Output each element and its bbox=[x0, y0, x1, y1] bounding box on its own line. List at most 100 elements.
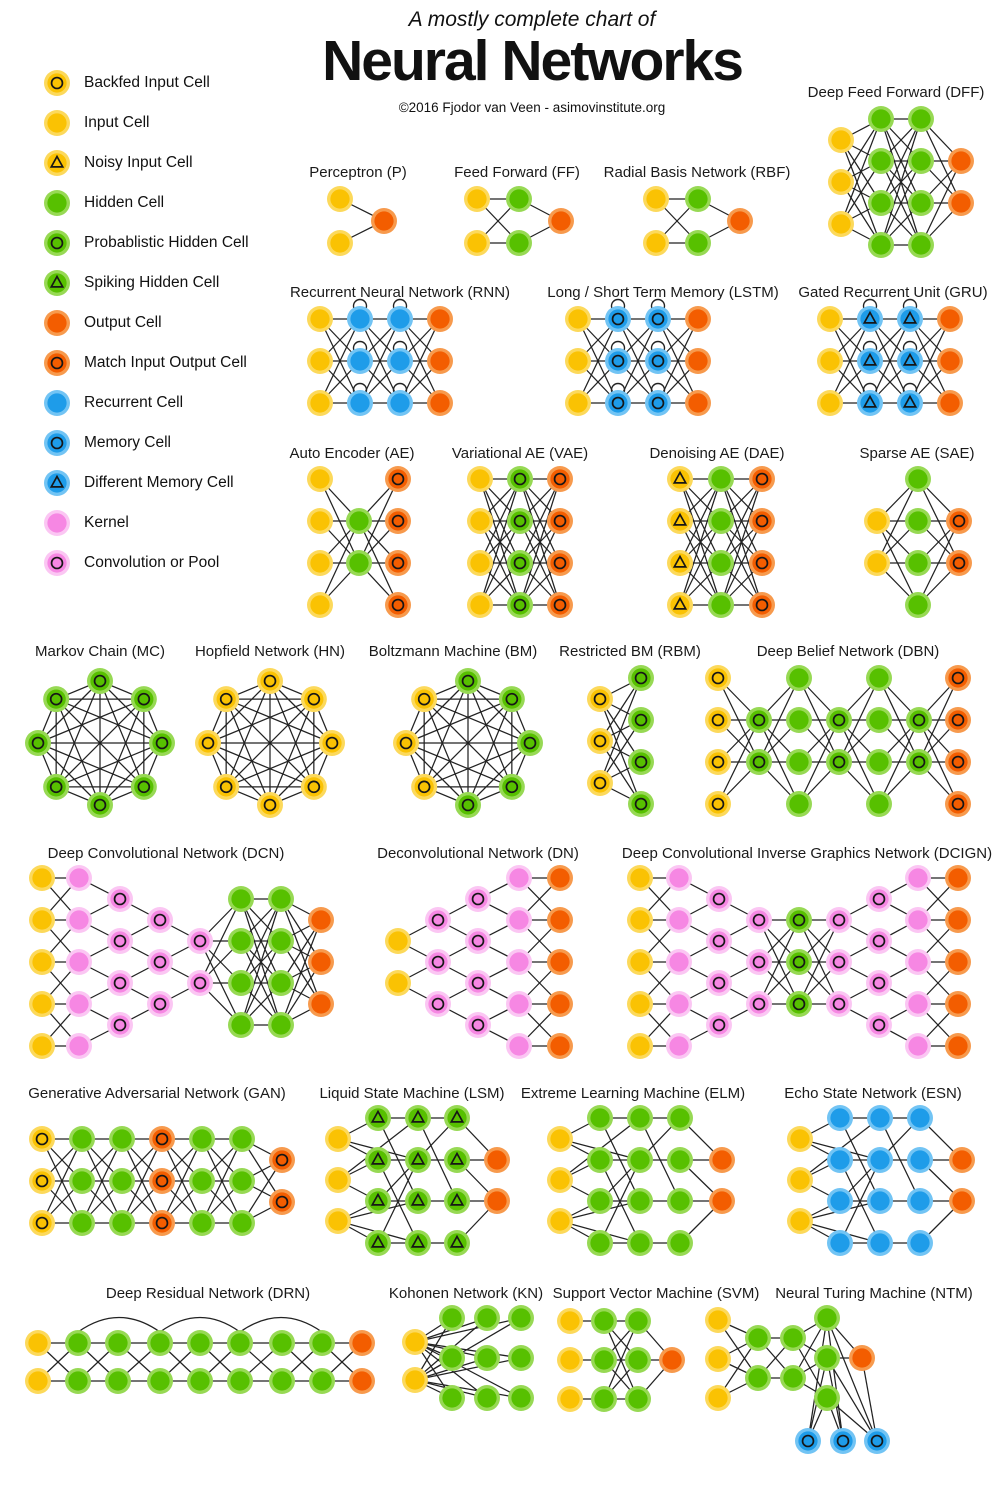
connection-line bbox=[807, 1317, 828, 1442]
connection-line bbox=[319, 318, 361, 404]
legend-label: Input Cell bbox=[84, 114, 150, 131]
network-cells-dcign bbox=[627, 865, 971, 1059]
network-dff: Deep Feed Forward (DFF) bbox=[808, 84, 984, 258]
network-cells-sae bbox=[864, 466, 972, 618]
network-dae: Denoising AE (DAE) bbox=[649, 445, 785, 618]
network-rnn: Recurrent Neural Network (RNN) bbox=[290, 284, 510, 416]
connection-line bbox=[377, 1117, 419, 1202]
connection-line bbox=[717, 719, 760, 805]
network-svm: Support Vector Machine (SVM) bbox=[553, 1285, 759, 1412]
spiking_hidden-icon bbox=[44, 270, 70, 296]
chart-title: Neural Networks bbox=[322, 29, 744, 93]
backfed_input-icon bbox=[44, 70, 70, 96]
network-mc: Markov Chain (MC) bbox=[25, 643, 175, 818]
connection-line bbox=[720, 478, 763, 564]
network-title-lstm: Long / Short Term Memory (LSTM) bbox=[547, 284, 778, 301]
connection-line bbox=[41, 1138, 83, 1224]
connection-line bbox=[55, 698, 145, 788]
network-gru: Gated Recurrent Unit (GRU) bbox=[798, 284, 988, 416]
network-vae: Variational AE (VAE) bbox=[452, 445, 588, 618]
network-ae: Auto Encoder (AE) bbox=[289, 445, 415, 618]
legend-item-recurrent: Recurrent Cell bbox=[42, 383, 249, 423]
network-cells-bm bbox=[393, 668, 543, 818]
network-cells-lstm bbox=[565, 306, 711, 416]
network-cells-vae bbox=[467, 466, 573, 618]
kernel-icon bbox=[44, 510, 70, 536]
noisy_input-icon bbox=[44, 150, 70, 176]
connection-line bbox=[599, 1117, 641, 1202]
connection-line bbox=[240, 898, 282, 1026]
legend-item-kernel: Kernel bbox=[42, 503, 249, 543]
legend-item-memory: Memory Cell bbox=[42, 423, 249, 463]
network-cells-dn bbox=[385, 865, 573, 1059]
network-title-drn: Deep Residual Network (DRN) bbox=[106, 1285, 310, 1302]
connection-line bbox=[37, 742, 101, 806]
connection-line bbox=[405, 742, 469, 806]
network-cells-dcn bbox=[29, 865, 334, 1059]
connection-line bbox=[207, 742, 271, 806]
connection-line bbox=[679, 478, 722, 606]
connection-line bbox=[679, 478, 722, 564]
connection-line bbox=[280, 919, 322, 1026]
connection-line bbox=[758, 677, 800, 763]
connection-line bbox=[519, 478, 561, 564]
connection-line bbox=[720, 520, 763, 606]
connection-line bbox=[720, 478, 763, 606]
network-cells-ntm bbox=[705, 1305, 890, 1454]
input-icon bbox=[44, 110, 70, 136]
connection-line bbox=[880, 118, 922, 204]
connection-line bbox=[839, 1117, 881, 1202]
network-cells-drn bbox=[25, 1330, 375, 1394]
network-title-dae: Denoising AE (DAE) bbox=[649, 445, 784, 462]
connection-line bbox=[423, 698, 513, 788]
connection-line bbox=[423, 698, 469, 806]
network-cells-rbf bbox=[643, 186, 753, 256]
connection-line bbox=[519, 478, 561, 606]
legend-item-diff_memory: Different Memory Cell bbox=[42, 463, 249, 503]
network-title-kn: Kohonen Network (KN) bbox=[389, 1285, 543, 1302]
network-title-ae: Auto Encoder (AE) bbox=[289, 445, 414, 462]
network-p: Perceptron (P) bbox=[309, 164, 407, 256]
connection-line bbox=[479, 478, 521, 564]
connection-line bbox=[161, 1138, 203, 1224]
connection-line bbox=[880, 160, 922, 246]
connection-line bbox=[414, 1357, 522, 1381]
skip-connection-arc bbox=[239, 1316, 323, 1333]
network-title-hn: Hopfield Network (HN) bbox=[195, 643, 345, 660]
memory-icon bbox=[44, 430, 70, 456]
network-bm: Boltzmann Machine (BM) bbox=[369, 643, 543, 818]
network-sae: Sparse AE (SAE) bbox=[859, 445, 975, 618]
connection-line bbox=[839, 1159, 881, 1244]
network-cells-dae bbox=[667, 466, 775, 618]
network-title-mc: Markov Chain (MC) bbox=[35, 643, 165, 660]
network-gan: Generative Adversarial Network (GAN) bbox=[28, 1085, 295, 1236]
legend-label: Kernel bbox=[84, 514, 129, 531]
network-rbf: Radial Basis Network (RBF) bbox=[604, 164, 790, 256]
skip-connection-arc bbox=[77, 1316, 161, 1333]
connection-line bbox=[121, 1138, 163, 1224]
network-cells-mc bbox=[25, 668, 175, 818]
legend-label: Output Cell bbox=[84, 314, 162, 331]
network-cells-elm bbox=[547, 1105, 735, 1256]
network-lsm: Liquid State Machine (LSM) bbox=[319, 1085, 510, 1256]
connection-line bbox=[918, 677, 959, 763]
connection-line bbox=[880, 118, 922, 246]
network-dcign: Deep Convolutional Inverse Graphics Netw… bbox=[622, 845, 992, 1059]
connection-line bbox=[639, 1117, 681, 1202]
connection-line bbox=[920, 160, 962, 246]
network-cells-gan bbox=[29, 1126, 295, 1236]
legend-label: Recurrent Cell bbox=[84, 394, 184, 411]
legend-label: Memory Cell bbox=[84, 434, 171, 451]
network-title-ntm: Neural Turing Machine (NTM) bbox=[775, 1285, 973, 1302]
network-dn: Deconvolutional Network (DN) bbox=[377, 845, 579, 1059]
connection-line bbox=[826, 1317, 878, 1442]
network-title-gan: Generative Adversarial Network (GAN) bbox=[28, 1085, 286, 1102]
network-cells-p bbox=[327, 186, 397, 256]
network-title-sae: Sparse AE (SAE) bbox=[859, 445, 974, 462]
network-esn: Echo State Network (ESN) bbox=[784, 1085, 975, 1256]
network-cells-dbn bbox=[705, 665, 971, 817]
network-ntm: Neural Turing Machine (NTM) bbox=[705, 1285, 973, 1454]
network-title-p: Perceptron (P) bbox=[309, 164, 407, 181]
connection-line bbox=[758, 919, 800, 1005]
